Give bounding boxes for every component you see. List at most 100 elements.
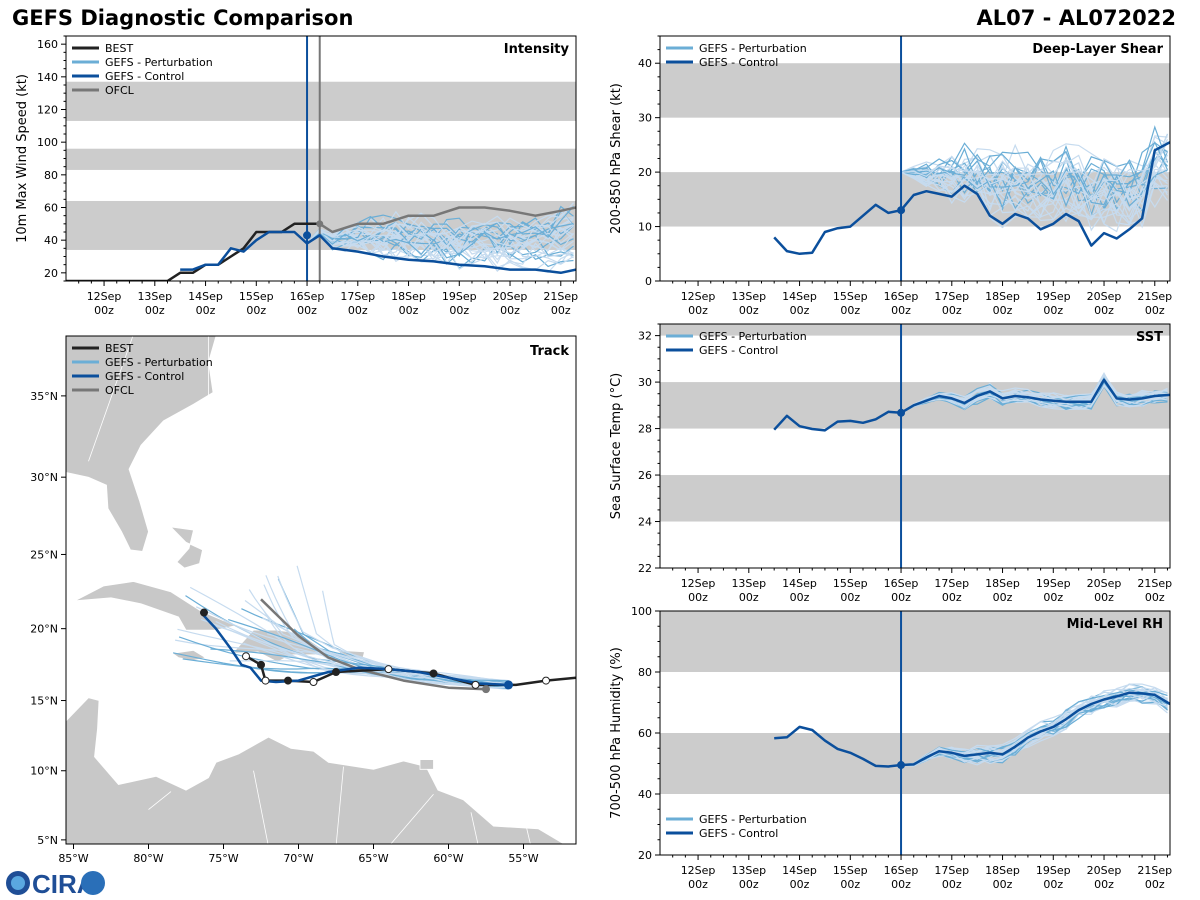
shear-xtick-day-0: 12Sep [681, 290, 716, 303]
rh-xtick-day-7: 19Sep [1036, 864, 1071, 877]
legend-label-3: OFCL [105, 384, 135, 397]
sst-xtick-hour-2: 00z [790, 591, 810, 604]
sst-xtick-day-3: 15Sep [833, 577, 868, 590]
shear-xtick-hour-0: 00z [688, 304, 708, 317]
sst-perturbation-member-28 [900, 384, 1168, 414]
rh-xtick-hour-5: 00z [942, 878, 962, 891]
shear-perturbation-member-14 [900, 171, 1169, 232]
rh-xtick-day-6: 18Sep [985, 864, 1020, 877]
shear-perturbation-member-29 [900, 165, 1168, 215]
rh-panel-title: Mid-Level RH [1067, 617, 1163, 632]
intensity-xtick-hour-6: 00z [399, 304, 419, 317]
logo-sat-icon [81, 871, 105, 895]
sst-ytick-label-0: 22 [638, 562, 652, 575]
sst-ylabel: Sea Surface Temp (°C) [609, 373, 624, 520]
shear-xtick-day-1: 13Sep [731, 290, 766, 303]
track-panel: 85°W 80°W 75°W 70°W 65°W 60°W 55°W 5°N 10°N 15°N 2… [30, 335, 577, 865]
intensity-plot-area [66, 36, 576, 281]
track-lon-label-4: 65°W [358, 852, 388, 865]
shear-perturbation-member-28 [900, 141, 1169, 201]
intensity-ytick-label-6: 140 [37, 71, 58, 84]
sst-xtick-day-2: 14Sep [782, 577, 817, 590]
shear-perturbation-member-11 [900, 163, 1168, 226]
track-fix-point-9 [242, 652, 250, 661]
rh-panel: 2040608010012Sep00z13Sep00z14Sep00z15Sep… [609, 605, 1172, 891]
rh-xtick-day-9: 21Sep [1137, 864, 1172, 877]
track-panel-title: Track [530, 344, 569, 359]
intensity-xtick-hour-3: 00z [246, 304, 266, 317]
rh-ytick-label-2: 60 [638, 727, 652, 740]
track-fix-point-7 [261, 676, 270, 685]
sst-xtick-day-4: 16Sep [884, 577, 919, 590]
sst-xtick-hour-8: 00z [1094, 591, 1114, 604]
legend-label-1: GEFS - Control [699, 56, 778, 69]
sst-xtick-hour-5: 00z [942, 591, 962, 604]
intensity-ytick-label-1: 40 [44, 234, 58, 247]
shear-xtick-day-4: 16Sep [884, 290, 919, 303]
track-lon-label-0: 85°W [58, 852, 88, 865]
sst-frame [659, 323, 1171, 569]
logo-globe-inner-icon [11, 876, 25, 890]
shear-xtick-day-2: 14Sep [782, 290, 817, 303]
intensity-xtick-day-1: 13Sep [137, 290, 172, 303]
track-fix-point-0 [542, 676, 550, 685]
sst-xtick-hour-7: 00z [1043, 591, 1063, 604]
shear-init-marker-0 [897, 206, 906, 215]
shear-xtick-hour-6: 00z [993, 304, 1013, 317]
sst-ytick-label-5: 32 [638, 330, 652, 343]
sst-band-2 [660, 324, 1170, 336]
track-perturbation-member-29 [277, 575, 509, 689]
track-lat-label-3: 20°N [30, 623, 58, 636]
cira-logo: CIRA [6, 869, 105, 899]
intensity-perturbation-member-25 [306, 221, 574, 255]
rh-xtick-day-0: 12Sep [681, 864, 716, 877]
track-fix-point-3 [384, 665, 393, 674]
shear-ytick-label-0: 0 [645, 275, 652, 288]
intensity-ytick-label-4: 100 [37, 136, 58, 149]
legend-label-0: GEFS - Perturbation [699, 813, 807, 826]
sst-xtick-hour-6: 00z [993, 591, 1013, 604]
track-lon-label-1: 80°W [133, 852, 163, 865]
legend-label-0: BEST [105, 42, 133, 55]
track-lat-label-6: 35°N [30, 390, 58, 403]
sst-xtick-day-7: 19Sep [1036, 577, 1071, 590]
legend-label-2: GEFS - Control [105, 70, 184, 83]
sst-xtick-hour-1: 00z [739, 591, 759, 604]
rh-xtick-day-5: 17Sep [934, 864, 969, 877]
shear-xtick-hour-3: 00z [840, 304, 860, 317]
shear-xtick-hour-5: 00z [942, 304, 962, 317]
shear-xtick-day-9: 21Sep [1137, 290, 1172, 303]
intensity-xtick-hour-1: 00z [145, 304, 165, 317]
rh-xtick-hour-1: 00z [739, 878, 759, 891]
rh-ytick-label-3: 80 [638, 666, 652, 679]
legend-label-1: GEFS - Perturbation [105, 356, 213, 369]
legend-label-0: GEFS - Perturbation [699, 42, 807, 55]
intensity-xtick-day-8: 20Sep [493, 290, 528, 303]
intensity-xtick-day-4: 16Sep [290, 290, 325, 303]
intensity-xtick-day-6: 18Sep [391, 290, 426, 303]
intensity-xtick-day-7: 19Sep [442, 290, 477, 303]
rh-xtick-hour-8: 00z [1094, 878, 1114, 891]
sst-xtick-day-0: 12Sep [681, 577, 716, 590]
legend-label-1: GEFS - Perturbation [105, 56, 213, 69]
track-fix-point-1 [471, 680, 480, 689]
rh-xtick-day-2: 14Sep [782, 864, 817, 877]
track-lat-label-2: 15°N [30, 695, 58, 708]
rh-init-marker-0 [897, 761, 906, 770]
intensity-series-ofcl [319, 206, 576, 234]
rh-perturbation-member-28 [900, 688, 1168, 766]
sst-init-marker-0 [897, 408, 906, 417]
shear-ytick-label-3: 30 [638, 112, 652, 125]
track-fix-point-4 [332, 668, 340, 677]
intensity-band-2 [66, 81, 576, 121]
shear-band-1 [660, 63, 1170, 118]
sst-ytick-label-1: 24 [638, 516, 652, 529]
rh-xtick-day-8: 20Sep [1087, 864, 1122, 877]
shear-xtick-day-7: 19Sep [1036, 290, 1071, 303]
track-map-area [66, 336, 576, 844]
intensity-xtick-day-2: 14Sep [188, 290, 223, 303]
intensity-xtick-day-9: 21Sep [543, 290, 578, 303]
intensity-ytick-label-0: 20 [44, 267, 58, 280]
country-border-5 [470, 812, 479, 844]
